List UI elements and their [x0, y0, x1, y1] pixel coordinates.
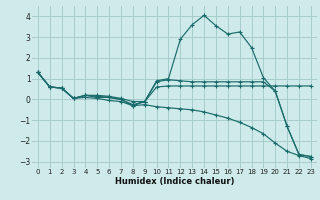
X-axis label: Humidex (Indice chaleur): Humidex (Indice chaleur)	[115, 177, 234, 186]
